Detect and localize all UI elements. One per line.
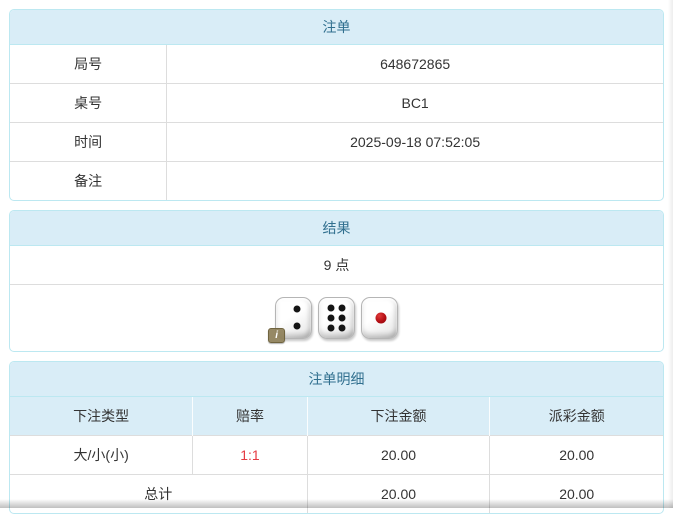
result-points: 9 点 xyxy=(323,257,350,273)
table-header-row: 下注类型 赔率 下注金额 派彩金额 xyxy=(10,397,663,436)
table-row: 桌号 BC1 xyxy=(10,83,663,123)
die-pip xyxy=(338,314,346,322)
time-value: 2025-09-18 07:52:05 xyxy=(166,122,663,162)
table-row: 时间 2025-09-18 07:52:05 xyxy=(10,122,663,162)
die-1-icon: i xyxy=(268,297,313,343)
die-pip xyxy=(338,324,346,332)
col-payout-amount: 派彩金额 xyxy=(489,397,663,436)
payout-amount-value: 20.00 xyxy=(489,435,663,475)
table-row: 大/小(小) 1:1 20.00 20.00 xyxy=(10,435,663,475)
round-number-label: 局号 xyxy=(10,45,168,84)
die-pip xyxy=(293,322,301,330)
dice-row: i xyxy=(10,284,663,351)
bet-type-value: 大/小(小) xyxy=(10,435,193,475)
col-bet-amount: 下注金额 xyxy=(306,397,490,436)
bet-info-table: 局号 648672865 桌号 BC1 时间 2025-09-18 07:52:… xyxy=(10,45,663,200)
bet-details-panel: 注单明细 下注类型 赔率 下注金额 派彩金额 大/小(小) 1:1 20.00 … xyxy=(9,361,664,514)
die-pip xyxy=(327,304,335,312)
die-pip xyxy=(293,305,301,313)
bet-info-title: 注单 xyxy=(10,10,663,45)
die-pip xyxy=(375,312,387,324)
total-row: 总计 20.00 20.00 xyxy=(10,474,663,513)
die-2-icon xyxy=(318,297,355,339)
die-pip xyxy=(327,324,335,332)
bet-amount-value: 20.00 xyxy=(306,435,490,475)
table-number-label: 桌号 xyxy=(10,83,168,123)
round-number-value: 648672865 xyxy=(380,56,451,72)
table-row: 备注 xyxy=(10,161,663,200)
table-row: 局号 648672865 xyxy=(10,45,663,84)
die-pip xyxy=(338,304,346,312)
col-odds: 赔率 xyxy=(192,397,308,436)
odds-value: 1:1 xyxy=(192,435,308,475)
bet-info-panel: 注单 局号 648672865 桌号 BC1 时间 2025-09-18 07:… xyxy=(9,9,664,201)
time-label: 时间 xyxy=(10,122,168,162)
total-payout-amount: 20.00 xyxy=(489,474,663,513)
die-pip xyxy=(327,314,335,322)
result-title: 结果 xyxy=(10,211,663,246)
table-number-value: BC1 xyxy=(166,83,663,123)
total-bet-amount: 20.00 xyxy=(306,474,490,513)
remark-label: 备注 xyxy=(10,161,168,200)
remark-value xyxy=(166,161,663,200)
bet-details-table: 下注类型 赔率 下注金额 派彩金额 大/小(小) 1:1 20.00 20.00… xyxy=(10,397,663,513)
die-3-icon xyxy=(360,297,398,339)
total-label: 总计 xyxy=(10,474,308,513)
bet-details-title: 注单明细 xyxy=(10,362,663,397)
result-panel: 结果 9 点 i xyxy=(9,210,664,352)
info-badge-icon[interactable]: i xyxy=(268,328,286,343)
col-bet-type: 下注类型 xyxy=(10,397,193,436)
